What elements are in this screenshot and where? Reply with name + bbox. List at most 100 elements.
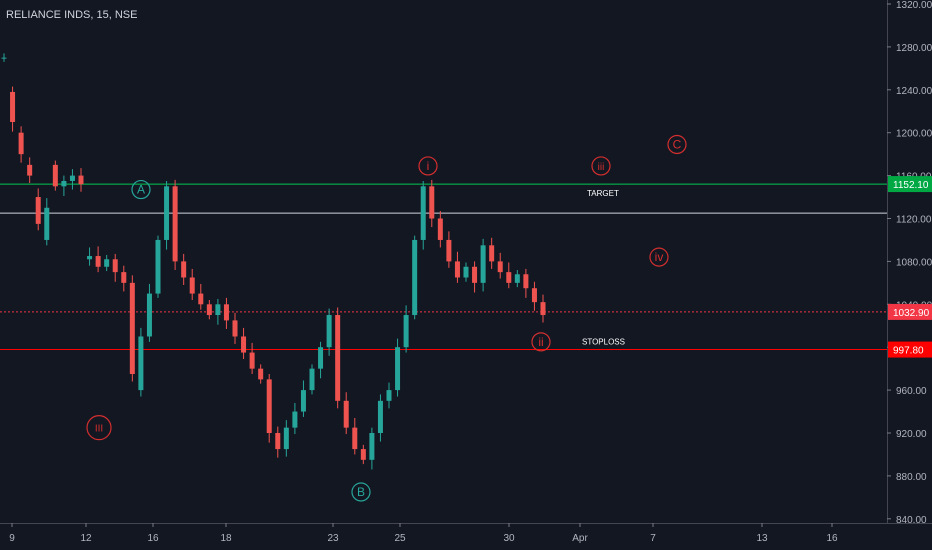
candle-body xyxy=(446,239,452,262)
x-tick-label: 30 xyxy=(503,533,515,544)
price-tag xyxy=(888,303,932,320)
y-tick-label: 920.00 xyxy=(896,429,927,440)
candle-body xyxy=(241,336,247,353)
wave-label-text: ii xyxy=(538,335,543,349)
candle-body xyxy=(437,218,443,240)
wave-label-circle xyxy=(351,482,371,502)
wave-label-text: A xyxy=(137,183,145,197)
candle-body xyxy=(121,272,127,283)
candle-body xyxy=(497,261,503,273)
candle-body xyxy=(472,266,478,283)
candle-body xyxy=(403,315,409,348)
candle-body xyxy=(300,390,306,412)
candle-body xyxy=(104,259,110,267)
candle-body xyxy=(395,347,401,391)
candle-body xyxy=(480,245,486,283)
y-tick-label: 1120.00 xyxy=(896,215,932,226)
price-tag-label: 1032.90 xyxy=(893,308,930,319)
wave-label-text: C xyxy=(673,137,682,151)
candle-body xyxy=(283,427,289,450)
y-tick-label: 1080.00 xyxy=(896,257,932,268)
candle-body xyxy=(129,282,135,375)
candle-body xyxy=(138,336,144,391)
y-tick-label: 1240.00 xyxy=(896,86,932,97)
candle-body xyxy=(514,274,520,283)
stoploss-label: STOPLOSS xyxy=(582,338,625,347)
candle-body xyxy=(198,293,204,305)
candle-body xyxy=(292,411,298,428)
wave-label-circle xyxy=(667,134,687,155)
wave-label-text: III xyxy=(95,424,103,435)
candle-body xyxy=(463,266,469,278)
candle-body xyxy=(275,433,281,450)
x-tick-label: 7 xyxy=(650,533,656,544)
x-tick-label: 18 xyxy=(220,533,232,544)
candle-body xyxy=(223,304,229,321)
x-tick-label: 25 xyxy=(394,533,406,544)
candle-body xyxy=(266,379,272,433)
candle-body xyxy=(506,272,512,283)
candle-body xyxy=(309,368,315,391)
wave-label-circle xyxy=(531,332,551,352)
y-tick-label: 1200.00 xyxy=(896,129,932,140)
price-tag-label: 997.80 xyxy=(893,346,924,357)
wave-label-text: iii xyxy=(598,162,605,173)
candle-body xyxy=(172,186,178,262)
candle-body xyxy=(155,239,161,294)
x-tick-label: 16 xyxy=(826,533,838,544)
candle-body xyxy=(189,277,195,294)
price-tag xyxy=(888,176,932,193)
y-tick-label: 840.00 xyxy=(896,515,927,526)
candle-body xyxy=(489,245,495,262)
candle-body xyxy=(540,302,546,316)
x-tick-label: 13 xyxy=(756,533,768,544)
candle-body xyxy=(164,186,170,240)
candle-body xyxy=(429,186,435,219)
price-tag xyxy=(888,341,932,358)
wave-label-text: iv xyxy=(655,250,664,264)
target-label: TARGET xyxy=(587,189,619,198)
candle-body xyxy=(146,293,152,337)
candle-body xyxy=(27,164,33,176)
x-tick-label: 9 xyxy=(9,533,15,544)
wave-label-circle xyxy=(131,179,151,200)
wave-label-text: i xyxy=(427,159,430,173)
candle-body xyxy=(412,239,418,316)
y-tick-label: 960.00 xyxy=(896,386,927,397)
candle-body xyxy=(69,175,75,181)
wave-label-circle xyxy=(649,247,669,267)
candle-body xyxy=(52,164,58,187)
candle-body xyxy=(61,180,67,187)
price-tag-label: 1152.10 xyxy=(893,180,929,191)
candle-body xyxy=(10,91,16,122)
candle-body xyxy=(258,368,264,380)
x-tick-label: Apr xyxy=(572,533,588,544)
candle-body xyxy=(18,132,24,155)
candle-body xyxy=(369,433,375,460)
wave-label-text: B xyxy=(357,485,365,499)
candle-body xyxy=(523,274,529,289)
candle-body xyxy=(206,304,212,316)
candle-body xyxy=(232,320,238,337)
candle-body xyxy=(318,347,324,369)
candle-body xyxy=(78,175,84,185)
candle-body xyxy=(181,261,187,278)
x-tick-label: 12 xyxy=(80,533,92,544)
y-tick-label: 1320.00 xyxy=(896,0,932,11)
candle-body xyxy=(531,288,537,303)
candle-body xyxy=(35,197,41,224)
candle-body xyxy=(335,315,341,401)
candle-body xyxy=(112,259,118,273)
y-tick-label: 1280.00 xyxy=(896,43,932,54)
candle-body xyxy=(44,207,50,240)
wave-label-circle xyxy=(418,156,438,176)
x-tick-label: 23 xyxy=(327,533,339,544)
candle-body xyxy=(343,400,349,428)
x-tick-label: 16 xyxy=(147,533,159,544)
y-tick-label: 880.00 xyxy=(896,472,927,483)
candle-body xyxy=(386,390,392,401)
candle-body xyxy=(215,304,221,316)
candle-body xyxy=(87,256,93,260)
